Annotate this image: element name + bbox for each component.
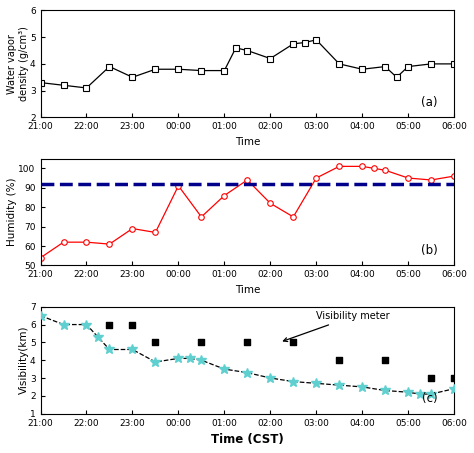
Point <box>290 339 297 346</box>
Point <box>450 374 458 381</box>
Point <box>152 339 159 346</box>
Point <box>428 374 435 381</box>
Text: (b): (b) <box>421 244 438 257</box>
Text: Visibility meter: Visibility meter <box>283 311 390 342</box>
Point <box>198 339 205 346</box>
Point <box>128 321 136 328</box>
Point <box>244 339 251 346</box>
Point <box>106 321 113 328</box>
X-axis label: Time: Time <box>235 137 260 147</box>
Y-axis label: Water vapor
density (g/cm³): Water vapor density (g/cm³) <box>7 26 28 101</box>
Text: (c): (c) <box>422 392 438 405</box>
Y-axis label: Visibility(km): Visibility(km) <box>18 326 28 395</box>
X-axis label: Time: Time <box>235 285 260 295</box>
Y-axis label: Humidity (%): Humidity (%) <box>7 178 17 246</box>
X-axis label: Time (CST): Time (CST) <box>211 433 284 446</box>
Point <box>382 357 389 364</box>
Point <box>336 357 343 364</box>
Text: (a): (a) <box>421 96 438 109</box>
